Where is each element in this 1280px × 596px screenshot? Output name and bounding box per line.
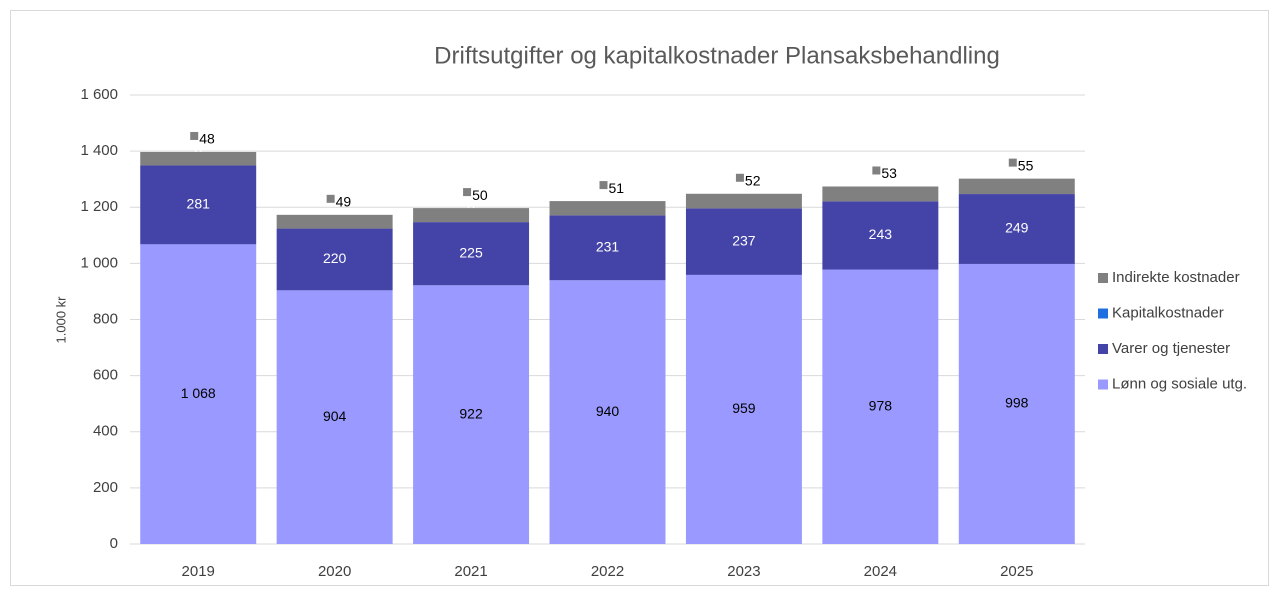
legend-label: Lønn og sosiale utg. <box>1112 375 1247 392</box>
bar-segment <box>549 201 666 216</box>
y-tick-label: 1 200 <box>80 198 118 215</box>
y-tick-label: 600 <box>93 367 118 384</box>
data-label: 249 <box>1005 220 1029 236</box>
y-tick-label: 0 <box>110 535 118 552</box>
y-tick-label: 400 <box>93 423 118 440</box>
bar-segment <box>549 280 666 544</box>
x-tick-label: 2023 <box>727 563 760 580</box>
label-marker <box>463 188 472 197</box>
data-label: 51 <box>609 180 625 196</box>
legend-swatch <box>1098 308 1108 319</box>
legend-swatch <box>1098 379 1108 390</box>
x-tick-label: 2019 <box>182 563 215 580</box>
data-label: 55 <box>1018 157 1034 173</box>
legend-label: Indirekte kostnader <box>1112 269 1240 286</box>
y-tick-label: 1 000 <box>80 254 118 271</box>
label-marker <box>872 166 881 175</box>
y-tick-label: 800 <box>93 310 118 327</box>
data-label: 281 <box>187 196 211 212</box>
bar-segment <box>276 228 393 291</box>
data-label: 1 068 <box>181 385 216 401</box>
bar-segment <box>276 214 393 229</box>
label-marker <box>190 131 199 140</box>
x-tick-label: 2025 <box>1000 563 1033 580</box>
bar-segment <box>685 274 802 544</box>
data-label: 978 <box>869 397 893 413</box>
bar-segment <box>549 215 666 281</box>
label-marker <box>599 181 608 190</box>
bar-segment <box>822 186 939 202</box>
label-marker <box>735 173 744 182</box>
legend-label: Varer og tjenester <box>1112 340 1230 357</box>
chart-title: Driftsutgifter og kapitalkostnader Plans… <box>434 42 1000 69</box>
bar-segment <box>958 194 1075 264</box>
bar-segment <box>140 151 257 166</box>
data-label: 50 <box>472 187 488 203</box>
data-label: 959 <box>732 400 756 416</box>
y-axis-label: 1.000 kr <box>53 296 68 344</box>
bar-segment <box>276 290 393 544</box>
y-tick-label: 200 <box>93 479 118 496</box>
data-label: 220 <box>323 250 347 266</box>
bar-segment <box>140 165 257 245</box>
data-label: 48 <box>199 131 215 147</box>
data-label: 53 <box>881 165 897 181</box>
label-marker <box>1008 158 1017 167</box>
data-label: 225 <box>459 244 483 260</box>
x-tick-label: 2022 <box>591 563 624 580</box>
data-label: 52 <box>745 172 761 188</box>
data-label: 998 <box>1005 395 1029 411</box>
data-label: 231 <box>596 239 620 255</box>
legend-swatch <box>1098 273 1108 283</box>
data-label: 940 <box>596 403 620 419</box>
bar-segment <box>413 208 530 223</box>
x-tick-label: 2021 <box>454 563 487 580</box>
data-label: 237 <box>732 232 756 248</box>
bar-segment <box>958 178 1075 195</box>
bar-segment <box>822 269 939 544</box>
y-tick-label: 1 600 <box>80 86 118 103</box>
data-label: 922 <box>459 405 483 421</box>
data-label: 904 <box>323 408 347 424</box>
y-tick-label: 1 400 <box>80 142 118 159</box>
bar-segment <box>140 244 257 545</box>
data-label: 243 <box>869 226 893 242</box>
x-tick-label: 2024 <box>864 563 897 580</box>
bar-segment <box>413 285 530 544</box>
bar-segment <box>958 263 1075 544</box>
legend-swatch <box>1098 344 1108 354</box>
x-tick-label: 2020 <box>318 563 351 580</box>
legend-label: Kapitalkostnader <box>1112 304 1224 321</box>
bar-segment <box>685 208 802 275</box>
bar-segment <box>822 201 939 270</box>
bar-segment <box>413 222 530 286</box>
label-marker <box>326 194 335 203</box>
bar-segment <box>685 193 802 209</box>
data-label: 49 <box>336 194 352 210</box>
